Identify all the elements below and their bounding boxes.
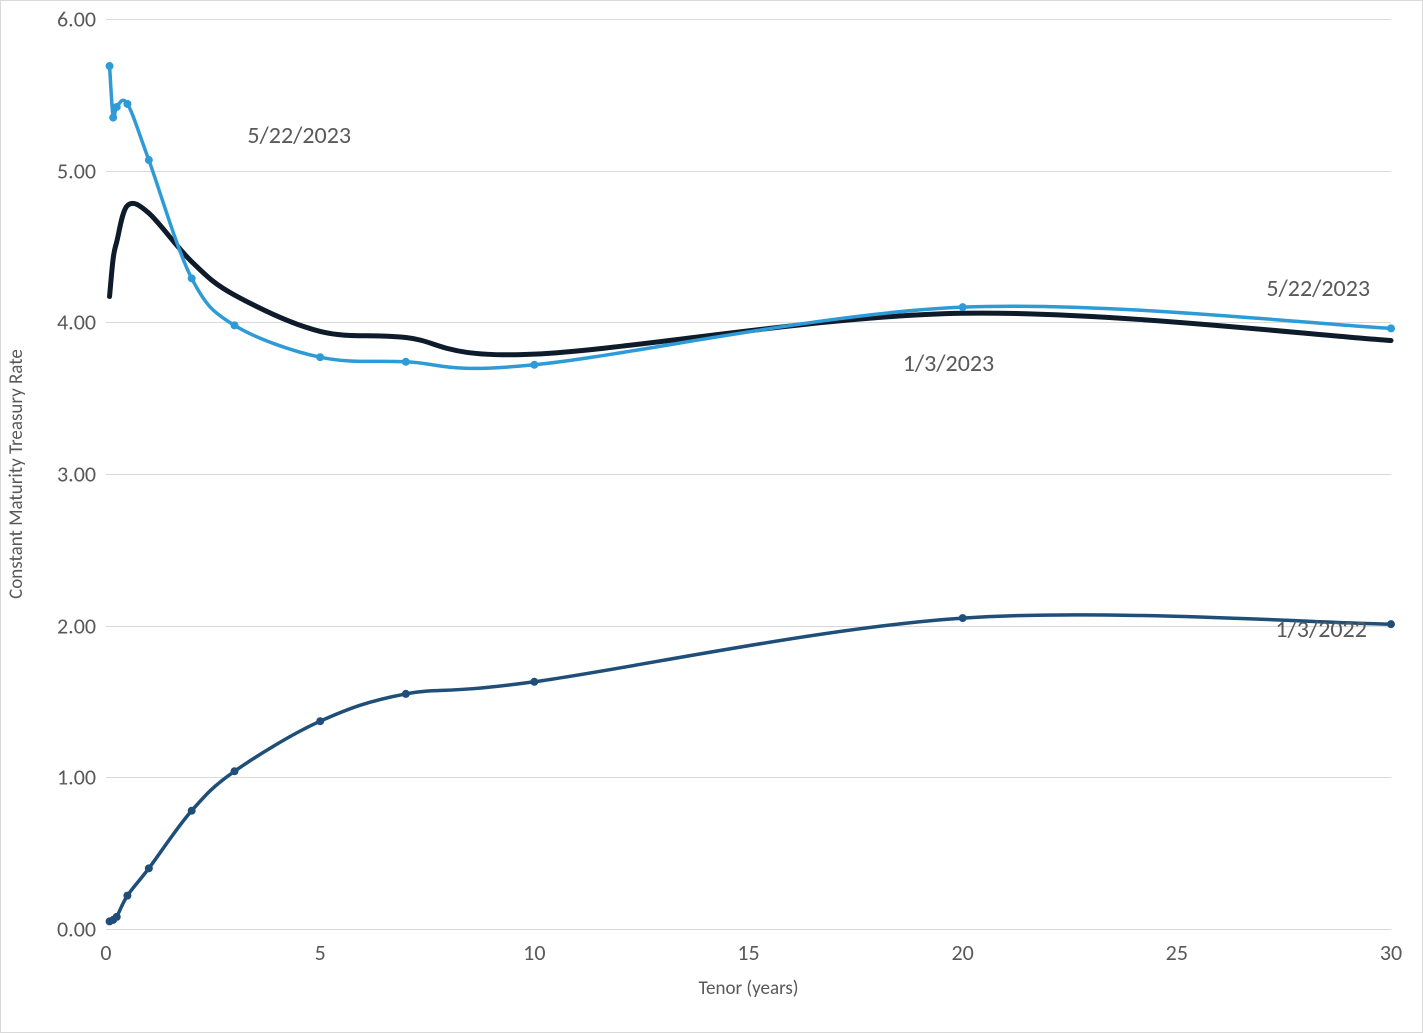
series-layer	[106, 19, 1391, 929]
x-tick-label: 15	[737, 929, 759, 966]
series-label: 5/22/2023	[247, 121, 351, 150]
series-marker	[231, 321, 239, 329]
series-label: 1/3/2023	[903, 349, 995, 378]
series-marker	[530, 361, 538, 369]
series-marker	[530, 678, 538, 686]
series-label: 5/22/2023	[1266, 274, 1370, 303]
series-line	[110, 615, 1391, 922]
chart-frame: 0.00 1.00 2.00 3.00 4.00 5.00 6.00 0 5 10 15 20 25 30…	[0, 0, 1423, 1033]
series-marker	[316, 717, 324, 725]
series-marker	[145, 864, 153, 872]
x-tick-label: 30	[1380, 929, 1402, 966]
y-tick-label: 1.00	[57, 764, 106, 791]
series-label: 1/3/2022	[1275, 615, 1367, 644]
x-tick-label: 10	[523, 929, 545, 966]
y-axis-title: Constant Maturity Treasury Rate	[5, 349, 28, 599]
series-marker	[109, 114, 117, 122]
series-marker	[106, 62, 114, 70]
series-marker	[123, 892, 131, 900]
series-marker	[145, 156, 153, 164]
y-tick-label: 0.00	[57, 916, 106, 943]
series-marker	[402, 690, 410, 698]
x-tick-label: 5	[315, 929, 326, 966]
y-tick-label: 2.00	[57, 612, 106, 639]
series-marker	[1387, 324, 1395, 332]
y-tick-label: 5.00	[57, 157, 106, 184]
series-marker	[231, 767, 239, 775]
y-tick-label: 4.00	[57, 309, 106, 336]
x-tick-label: 0	[100, 929, 111, 966]
series-marker	[188, 274, 196, 282]
series-marker	[113, 913, 121, 921]
series-marker	[123, 100, 131, 108]
y-tick-label: 6.00	[57, 6, 106, 33]
series-marker	[316, 353, 324, 361]
x-axis-title: Tenor (years)	[698, 977, 798, 1000]
series-marker	[113, 103, 121, 111]
x-tick-label: 20	[952, 929, 974, 966]
series-marker	[1387, 620, 1395, 628]
y-tick-label: 3.00	[57, 461, 106, 488]
x-tick-label: 25	[1166, 929, 1188, 966]
series-marker	[959, 614, 967, 622]
series-marker	[959, 303, 967, 311]
series-marker	[402, 358, 410, 366]
series-marker	[188, 807, 196, 815]
plot-area: 0.001.002.003.004.005.006.00051015202530…	[106, 19, 1391, 929]
